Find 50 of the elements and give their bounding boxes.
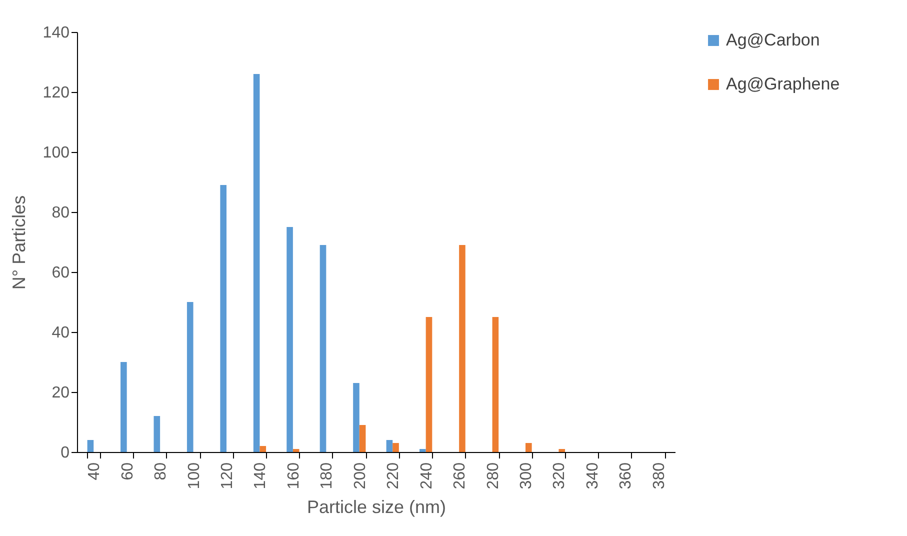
x-tick-label: 240: [418, 462, 436, 490]
x-tick-label: 80: [152, 462, 170, 480]
x-tick-label: 40: [86, 462, 104, 480]
bar: [426, 317, 432, 452]
y-tick-label: 20: [52, 384, 70, 402]
x-tick-label: 340: [584, 462, 602, 490]
y-tick-label: 120: [42, 84, 70, 102]
bar: [220, 185, 226, 452]
legend-label: Ag@Graphene: [726, 74, 840, 94]
y-axis-title: N° Particles: [8, 195, 29, 290]
x-tick-label: 280: [484, 462, 502, 490]
x-tick-label: 380: [650, 462, 668, 490]
y-tick-label: 80: [52, 204, 70, 222]
bar: [253, 74, 260, 452]
x-tick-label: 300: [518, 462, 535, 490]
bar: [292, 449, 300, 452]
bar: [526, 443, 532, 452]
x-tick-label: 160: [285, 462, 302, 490]
y-tick-label: 140: [42, 24, 70, 42]
x-tick-label: 360: [618, 462, 635, 490]
x-axis-title: Particle size (nm): [306, 497, 446, 518]
bar: [87, 440, 94, 452]
y-tick-label: 40: [52, 324, 70, 342]
bar: [353, 383, 360, 452]
bar: [186, 302, 194, 452]
y-tick-label: 100: [42, 144, 70, 162]
bar: [459, 245, 466, 452]
x-tick-label: 320: [551, 462, 568, 490]
bar: [420, 449, 426, 452]
x-tick-label: 140: [252, 462, 270, 490]
bar: [392, 443, 399, 452]
x-tick-label: 100: [186, 462, 203, 490]
x-tick-label: 120: [219, 462, 236, 490]
bar: [286, 227, 293, 452]
bar: [320, 245, 326, 452]
bar: [492, 317, 499, 452]
bar: [359, 425, 366, 452]
x-tick-label: 200: [352, 462, 369, 490]
x-tick-label: 220: [385, 462, 402, 490]
y-tick-label: 60: [52, 264, 70, 282]
x-tick-label: 60: [119, 462, 136, 480]
legend-label: Ag@Carbon: [726, 30, 820, 50]
bar: [386, 440, 393, 452]
x-tick-label: 260: [452, 462, 469, 490]
bar: [120, 362, 127, 452]
x-tick-label: 180: [318, 462, 336, 490]
bar: [260, 446, 266, 452]
bar: [558, 449, 566, 452]
bar: [154, 416, 160, 452]
y-tick-label: 0: [60, 444, 70, 462]
